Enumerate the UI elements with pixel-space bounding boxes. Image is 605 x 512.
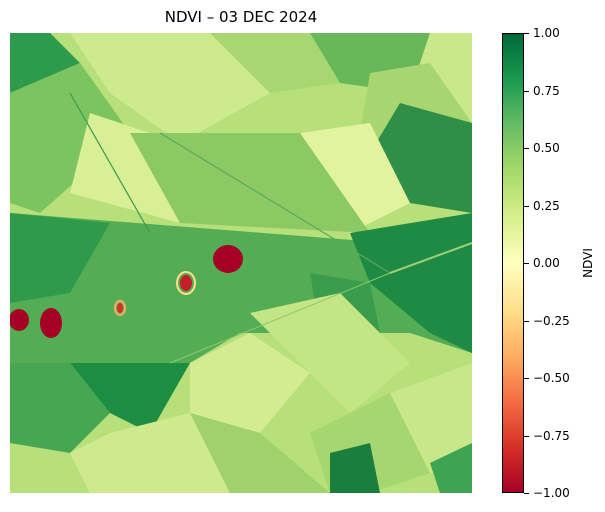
water-margin-5 [114, 300, 126, 316]
field-dark-nw [10, 33, 80, 93]
colorbar-tick-label: −0.75 [533, 429, 570, 443]
field-light-s3 [70, 413, 230, 493]
colorbar-tick-mark [524, 263, 529, 264]
colorbar-tick-label: −1.00 [533, 486, 570, 500]
colorbar-tick-label: 1.00 [533, 26, 560, 40]
field-boundary-2 [159, 132, 391, 274]
field-center [130, 133, 370, 233]
colorbar-tick-mark [524, 378, 529, 379]
water-body-1 [10, 309, 29, 331]
colorbar-tick-mark [524, 321, 529, 322]
field-light-s [190, 333, 310, 433]
ndvi-map [10, 33, 472, 493]
field-se-dark [430, 443, 472, 493]
colorbar-tick-mark [524, 436, 529, 437]
colorbar [502, 33, 524, 493]
colorbar-tick-label: 0.00 [533, 256, 560, 270]
colorbar-tick-mark [524, 148, 529, 149]
colorbar-tick-mark [524, 493, 529, 494]
colorbar-tick-label: −0.25 [533, 314, 570, 328]
water-margin-4 [176, 271, 196, 295]
colorbar-tick-label: 0.50 [533, 141, 560, 155]
field-n2 [210, 33, 340, 93]
water-body-5 [117, 303, 123, 313]
colorbar-gradient [502, 33, 524, 493]
field-light-s2 [250, 293, 410, 413]
field-light-n [70, 33, 270, 143]
road-e [389, 242, 472, 274]
field-mid-w [10, 63, 130, 213]
colorbar-tick-label: 0.25 [533, 199, 560, 213]
colorbar-tick-label: −0.50 [533, 371, 570, 385]
field-s4 [190, 413, 330, 493]
colorbar-tick-mark [524, 206, 529, 207]
map-title: NDVI – 03 DEC 2024 [164, 8, 318, 26]
water-body-3 [213, 245, 243, 273]
colorbar-label: NDVI [581, 248, 595, 278]
field-light-ce [300, 123, 410, 233]
field-dark-sw [70, 363, 190, 433]
water-body-2 [40, 308, 62, 338]
field-dark-e2 [350, 213, 472, 353]
field-sw [10, 363, 110, 453]
colorbar-tick-mark [524, 33, 529, 34]
colorbar-tick-label: 0.75 [533, 84, 560, 98]
field-dark-e [370, 103, 472, 213]
field-dark-s [330, 443, 380, 493]
field-boundary-3 [169, 272, 391, 364]
field-dark-w [10, 213, 110, 303]
field-boundary-1 [69, 92, 151, 234]
colorbar-tick-mark [524, 91, 529, 92]
water-body-4 [180, 275, 192, 291]
